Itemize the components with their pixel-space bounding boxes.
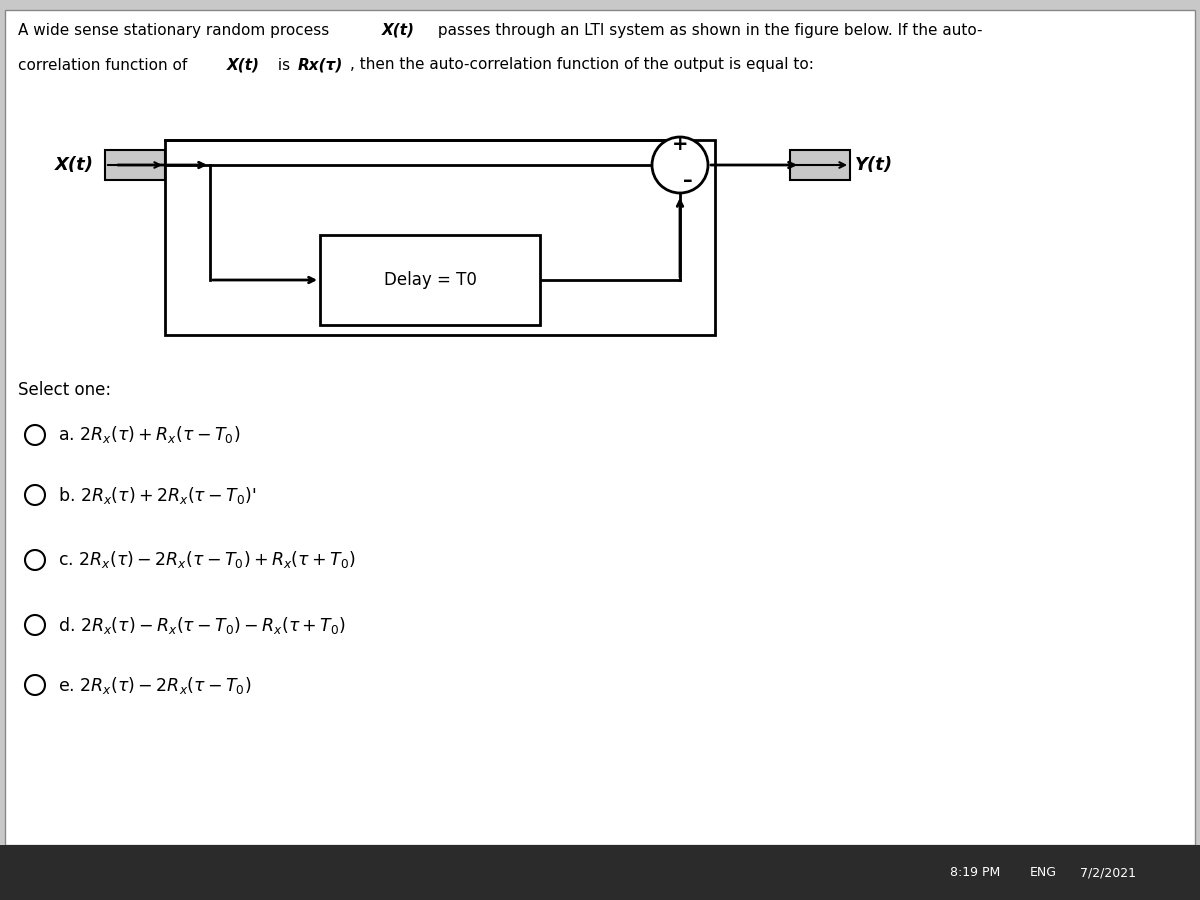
FancyBboxPatch shape <box>106 150 166 180</box>
Text: correlation function of: correlation function of <box>18 58 192 73</box>
Circle shape <box>25 425 46 445</box>
Bar <box>166 140 715 335</box>
Text: Select one:: Select one: <box>18 381 112 399</box>
Text: is: is <box>274 58 295 73</box>
Text: e. $2R_x(\tau) - 2R_x(\tau - T_0)$: e. $2R_x(\tau) - 2R_x(\tau - T_0)$ <box>58 674 252 696</box>
Text: 8:19 PM: 8:19 PM <box>950 867 1001 879</box>
Text: Y(t): Y(t) <box>856 156 893 174</box>
Text: b. $2R_x(\tau) + 2R_x(\tau - T_0)$': b. $2R_x(\tau) + 2R_x(\tau - T_0)$' <box>58 484 257 506</box>
Text: a. $2R_x(\tau) + R_x(\tau - T_0)$: a. $2R_x(\tau) + R_x(\tau - T_0)$ <box>58 425 240 446</box>
Circle shape <box>25 675 46 695</box>
FancyBboxPatch shape <box>790 150 850 180</box>
Text: X(t): X(t) <box>382 22 415 38</box>
Circle shape <box>25 550 46 570</box>
Text: Rx(τ): Rx(τ) <box>298 58 343 73</box>
Text: passes through an LTI system as shown in the figure below. If the auto-: passes through an LTI system as shown in… <box>433 22 983 38</box>
Text: , then the auto-correlation function of the output is equal to:: , then the auto-correlation function of … <box>350 58 814 73</box>
Text: A wide sense stationary random process: A wide sense stationary random process <box>18 22 334 38</box>
Circle shape <box>25 615 46 635</box>
Bar <box>320 235 540 325</box>
Text: d. $2R_x(\tau) - R_x(\tau - T_0) - R_x(\tau + T_0)$: d. $2R_x(\tau) - R_x(\tau - T_0) - R_x(\… <box>58 615 346 635</box>
Text: 7/2/2021: 7/2/2021 <box>1080 867 1136 879</box>
Text: c. $2R_x(\tau) - 2R_x(\tau - T_0) + R_x(\tau + T_0)$: c. $2R_x(\tau) - 2R_x(\tau - T_0) + R_x(… <box>58 550 355 571</box>
Text: ENG: ENG <box>1030 867 1057 879</box>
Text: Delay = T0: Delay = T0 <box>384 271 476 289</box>
Text: +: + <box>672 136 689 155</box>
Bar <box>0 845 1200 900</box>
Text: –: – <box>683 170 692 190</box>
Text: X(t): X(t) <box>55 156 94 174</box>
Circle shape <box>652 137 708 193</box>
Text: X(t): X(t) <box>227 58 260 73</box>
Circle shape <box>25 485 46 505</box>
